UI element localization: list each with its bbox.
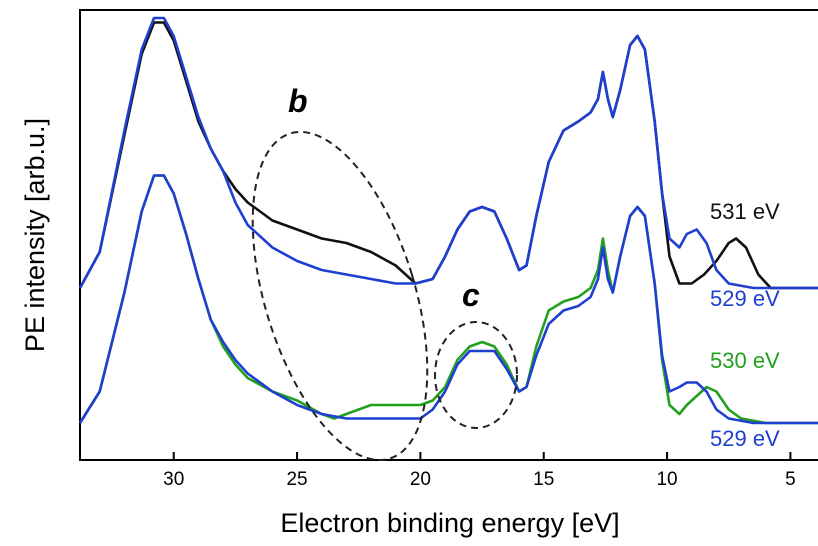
x-tick-label: 15 (533, 469, 554, 490)
x-axis-title: Electron binding energy [eV] (280, 508, 619, 538)
x-tick-label: 10 (656, 469, 677, 490)
x-tick-label: 20 (410, 469, 431, 490)
series-labels: 531 eV 529 eV 530 eV 529 eV (710, 199, 780, 451)
annotations-group: b c (251, 83, 518, 462)
x-tick-label: 30 (163, 469, 184, 490)
x-axis-ticks: 30 25 20 15 10 5 (163, 452, 796, 490)
series-label-529-lower: 529 eV (710, 426, 780, 451)
series-line-upper-529-ev (78, 16, 818, 290)
plot-area: b c 30 25 20 15 10 5 531 eV 529 eV 530 eV 529… (78, 9, 818, 490)
series-line-lower-529-ev (78, 174, 818, 425)
series-label-531: 531 eV (710, 199, 780, 224)
x-tick-label: 25 (286, 469, 307, 490)
curves-group (78, 16, 818, 425)
series-label-529-upper: 529 eV (710, 286, 780, 311)
annotation-c-label: c (462, 277, 480, 313)
annotation-b-ellipse (251, 130, 429, 462)
x-tick-label: 5 (785, 469, 796, 490)
annotation-b-label: b (288, 83, 308, 119)
y-axis-title: PE intensity [arb.u.] (20, 118, 50, 352)
annotation-c-ellipse (434, 321, 518, 429)
plot-frame (79, 9, 818, 461)
series-label-530: 530 eV (710, 348, 780, 373)
